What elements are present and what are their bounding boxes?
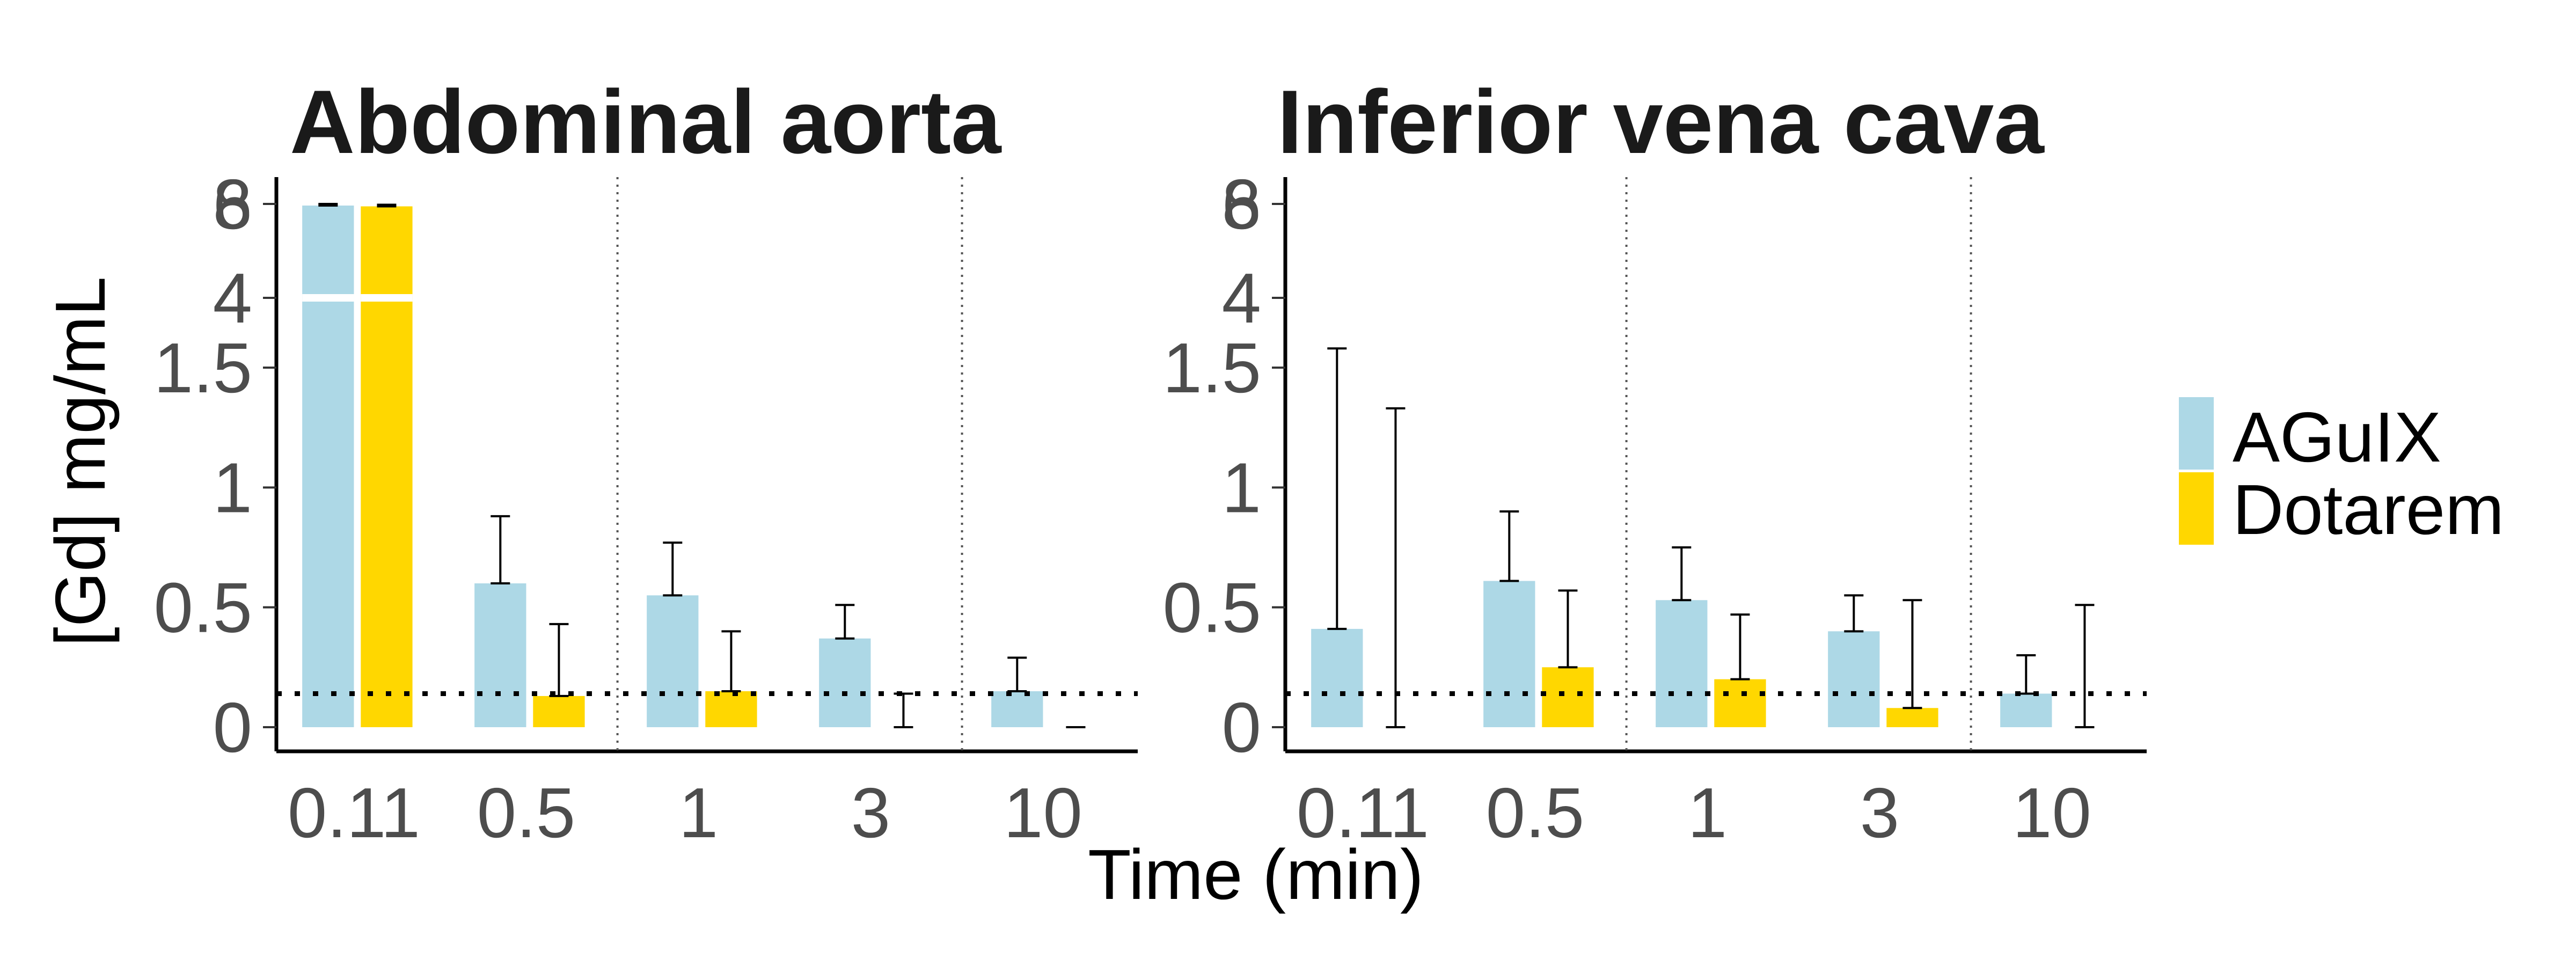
bar-aguix-0.11 <box>1311 628 1363 727</box>
plot-panel-inferior-vena-cava: 0 0.5 1 1.54 68 0.11 0.5 1 3 10 <box>1163 165 2147 852</box>
y-tick-label: 1 <box>213 448 252 527</box>
y-tick-label: 0 <box>213 688 252 767</box>
bar-aguix-10 <box>2000 693 2052 727</box>
bar-aguix-1 <box>1656 600 1708 727</box>
x-axis-title: Time (min) <box>1088 835 1424 914</box>
bar-dotarem-1 <box>705 691 757 727</box>
x-tick-label: 1 <box>1688 773 1727 852</box>
x-tick-label: 0.5 <box>1486 773 1585 852</box>
legend-swatch-aguix <box>2179 397 2214 470</box>
axis-break-mark <box>361 294 413 302</box>
y-tick-label: 1 <box>1222 448 1261 527</box>
bar-aguix-3 <box>819 638 871 727</box>
y-tick-label: 0.5 <box>154 568 253 647</box>
bar-dotarem-0.5 <box>533 696 585 727</box>
y-tick-label: 1.5 <box>1163 328 1262 407</box>
x-tick-label: 3 <box>851 773 890 852</box>
plot-panel-abdominal-aorta: 0 0.5 1 1.54 68 0.11 0.5 1 3 10 <box>154 165 1138 852</box>
y-tick-label: 6 <box>1222 165 1261 244</box>
y-tick-label: 4 <box>1222 259 1261 338</box>
axis-break-mark <box>302 294 354 302</box>
bar-dotarem-1 <box>1714 679 1766 727</box>
bar-dotarem-0.11 <box>361 206 413 727</box>
y-tick-label: 0.5 <box>1163 568 1262 647</box>
y-tick-label: 1.5 <box>154 328 253 407</box>
legend-label-dotarem: Dotarem <box>2233 470 2504 549</box>
x-tick-label: 0.11 <box>288 773 420 852</box>
x-tick-label: 1 <box>679 773 718 852</box>
y-tick-label: 0 <box>1222 688 1261 767</box>
x-tick-label: 10 <box>2012 773 2091 852</box>
bar-aguix-0.5 <box>474 583 526 727</box>
y-axis-title: [Gd] mg/mL <box>41 276 120 647</box>
bar-aguix-0.5 <box>1483 581 1535 727</box>
x-tick-label: 0.11 <box>1297 773 1429 852</box>
legend: AGuIX Dotarem <box>2179 397 2504 549</box>
legend-label-aguix: AGuIX <box>2233 398 2441 477</box>
x-tick-label: 10 <box>1004 773 1082 852</box>
panel-title-inferior-vena-cava: Inferior vena cava <box>1277 71 2045 172</box>
legend-swatch-dotarem <box>2179 472 2214 545</box>
y-tick-label: 8 <box>213 165 252 244</box>
x-tick-label: 3 <box>1860 773 1899 852</box>
x-tick-label: 0.5 <box>477 773 576 852</box>
bar-aguix-1 <box>647 595 699 727</box>
bar-aguix-3 <box>1828 631 1880 727</box>
bar-dotarem-3 <box>1886 708 1938 727</box>
y-tick-label: 8 <box>1222 165 1261 244</box>
bar-dotarem-0.5 <box>1542 667 1594 727</box>
bar-aguix-0.11 <box>302 206 354 727</box>
bar-aguix-10 <box>991 691 1043 727</box>
panel-title-abdominal-aorta: Abdominal aorta <box>290 71 1002 172</box>
y-tick-label: 4 <box>213 259 252 338</box>
y-tick-label: 6 <box>213 165 252 244</box>
